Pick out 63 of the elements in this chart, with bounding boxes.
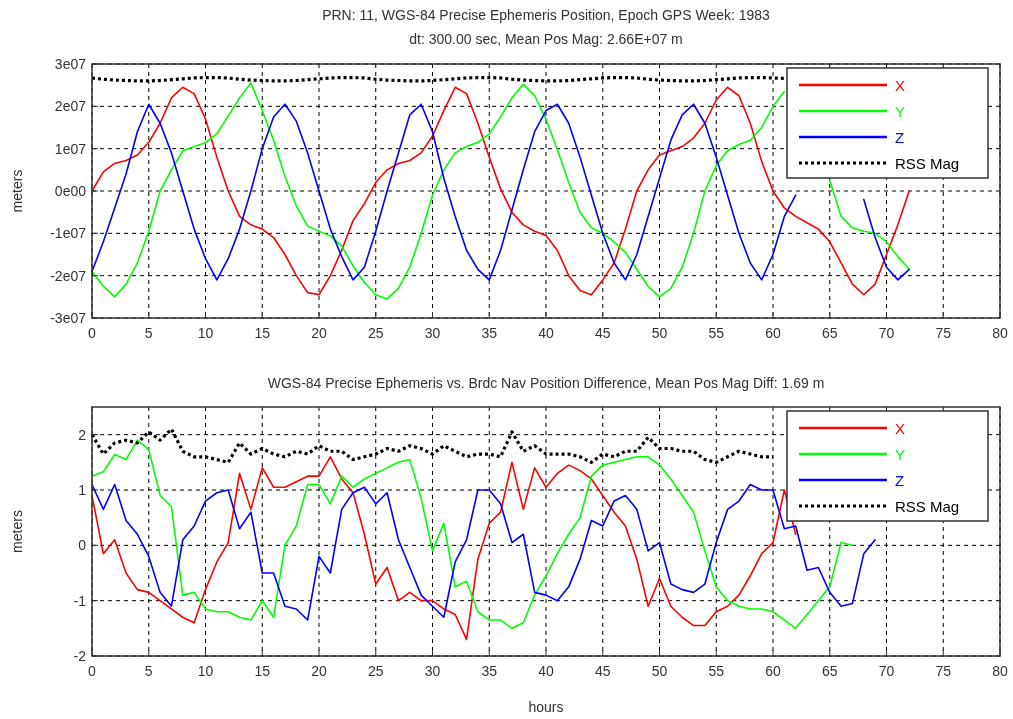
x-tick-label: 30 [424,325,441,341]
x-tick-label: 75 [935,663,952,679]
x-tick-label: 5 [144,663,153,679]
x-tick-label: 5 [144,325,153,341]
text: Z [895,129,905,146]
chart-title: PRN: 11, WGS-84 Precise Ephemeris Position, Epoch GPS Week: 1983 [322,7,771,23]
y-tick-label: -1 [73,592,87,609]
x-tick-label: 55 [708,325,725,341]
y-tick-label: 1 [78,482,87,498]
x-tick-label: 75 [935,325,952,341]
x-tick-label: 10 [197,663,214,679]
x-tick-label: 80 [992,663,1008,679]
x-tick-label: 40 [538,663,554,679]
y-tick-label: -2e07 [50,267,87,284]
x-tick-label: 65 [821,325,838,341]
y-tick-label: 2 [78,426,87,443]
y-tick-label: -1e07 [50,225,87,242]
x-tick-label: 25 [367,325,384,341]
x-tick-label: 65 [821,663,838,679]
y-tick-label: 1e07 [54,140,87,157]
line-series [91,456,797,641]
text: RSS Mag [895,155,960,172]
x-tick-label: 50 [651,663,668,679]
y-tick-label: -3e07 [50,310,87,326]
text: RSS Mag [895,498,960,515]
x-tick-label: 70 [878,325,895,341]
x-tick-label: 80 [992,325,1008,341]
x-tick-label: 50 [651,325,668,341]
x-tick-label: 30 [424,663,441,679]
y-axis-title: meters [9,169,25,213]
y-tick-label: 2e07 [54,98,87,115]
text: X [895,420,906,437]
y-axis-title: meters [9,510,25,553]
x-tick-label: 0 [88,325,97,341]
x-tick-label: 45 [594,325,611,341]
text: Y [895,446,906,463]
x-tick-label: 40 [538,325,554,341]
line-series [91,483,876,621]
x-tick-label: 25 [367,663,384,679]
text: X [895,77,906,94]
chart-subtitle: dt: 300.00 sec, Mean Pos Mag: 2.66E+07 m [409,31,683,47]
x-tick-label: 60 [765,325,781,341]
x-tick-label: 70 [878,663,895,679]
x-tick-label: 15 [254,325,271,341]
x-tick-label: 0 [88,663,97,679]
x-tick-label: 35 [481,325,498,341]
y-tick-label: 0e00 [54,183,87,199]
y-tick-label: 3e07 [54,56,87,72]
x-tick-label: 15 [254,663,271,679]
x-axis-title: hours [528,699,564,715]
text: Y [895,103,906,120]
x-tick-label: 20 [311,663,327,679]
x-tick-label: 35 [481,663,498,679]
y-tick-label: -2 [73,648,87,664]
chart-title: WGS-84 Precise Ephemeris vs. Brdc Nav Position Difference, Mean Pos Mag Diff: 1.69 m [267,375,825,391]
x-tick-label: 45 [594,663,611,679]
x-tick-label: 20 [311,325,327,341]
line-series [91,439,854,630]
y-tick-label: 0 [78,537,87,554]
x-tick-label: 60 [765,663,781,679]
x-tick-label: 55 [708,663,725,679]
text: Z [895,472,905,489]
x-tick-label: 10 [197,325,214,341]
